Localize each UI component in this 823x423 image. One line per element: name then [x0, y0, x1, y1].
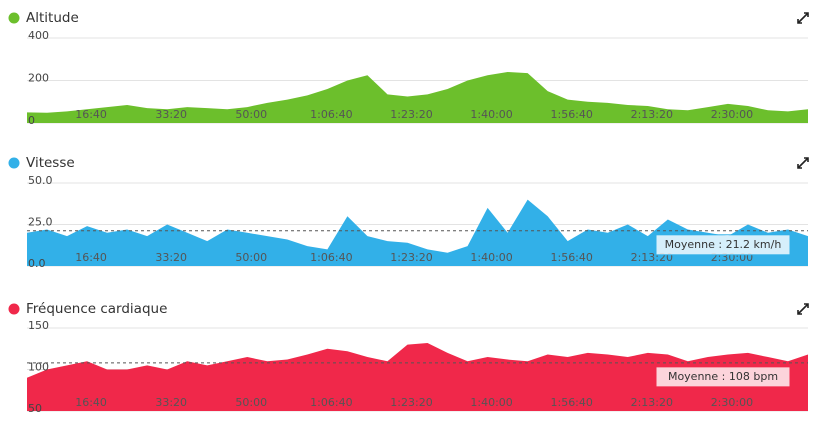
y-tick-label: 50 — [28, 402, 42, 415]
y-tick-label: 0.0 — [28, 257, 46, 270]
average-tooltip: Moyenne : 21.2 km/h — [655, 234, 791, 256]
expand-icon[interactable] — [797, 12, 809, 24]
area — [27, 342, 808, 411]
x-tick-label: 1:56:40 — [550, 251, 592, 264]
x-tick-label: 1:23:20 — [390, 251, 432, 264]
x-tick-label: 2:30:00 — [711, 108, 753, 121]
y-tick-label: 50.0 — [28, 174, 53, 187]
x-tick-label: 1:06:40 — [310, 251, 352, 264]
x-tick-label: 2:30:00 — [711, 396, 753, 409]
area — [27, 72, 808, 123]
expand-icon[interactable] — [797, 303, 809, 315]
chart-title: Fréquence cardiaque — [26, 301, 167, 317]
x-tick-label: 33:20 — [155, 396, 187, 409]
x-tick-label: 1:23:20 — [390, 108, 432, 121]
x-tick-label: 16:40 — [75, 251, 107, 264]
x-tick-label: 1:40:00 — [470, 251, 512, 264]
area — [27, 199, 808, 266]
y-tick-label: 25.0 — [28, 216, 53, 229]
x-tick-label: 16:40 — [75, 108, 107, 121]
x-tick-label: 50:00 — [235, 251, 267, 264]
x-tick-label: 50:00 — [235, 108, 267, 121]
x-tick-label: 1:06:40 — [310, 396, 352, 409]
x-tick-label: 1:56:40 — [550, 108, 592, 121]
x-tick-label: 50:00 — [235, 396, 267, 409]
tooltip-box — [655, 234, 791, 256]
x-tick-label: 1:40:00 — [470, 108, 512, 121]
x-tick-label: 33:20 — [155, 108, 187, 121]
chart-title: Vitesse — [26, 155, 75, 171]
y-tick-label: 0 — [28, 114, 35, 127]
y-tick-label: 150 — [28, 319, 49, 332]
x-tick-label: 16:40 — [75, 396, 107, 409]
x-tick-label: 1:40:00 — [470, 396, 512, 409]
x-tick-label: 33:20 — [155, 251, 187, 264]
average-label: Moyenne : 21.2 km/h — [665, 238, 782, 251]
x-tick-label: 1:06:40 — [310, 108, 352, 121]
y-tick-label: 200 — [28, 72, 49, 85]
x-tick-label: 1:56:40 — [550, 396, 592, 409]
x-tick-label: 2:13:20 — [631, 396, 673, 409]
y-tick-label: 100 — [28, 361, 49, 374]
y-tick-label: 400 — [28, 29, 49, 42]
tooltip-box — [655, 366, 791, 388]
legend-dot — [8, 303, 20, 315]
expand-icon[interactable] — [797, 157, 809, 169]
x-tick-label: 2:13:20 — [631, 108, 673, 121]
legend-dot — [8, 12, 20, 24]
chart-title: Altitude — [26, 10, 79, 26]
x-tick-label: 1:23:20 — [390, 396, 432, 409]
average-tooltip: Moyenne : 108 bpm — [655, 366, 791, 388]
average-label: Moyenne : 108 bpm — [668, 370, 778, 383]
legend-dot — [8, 157, 20, 169]
